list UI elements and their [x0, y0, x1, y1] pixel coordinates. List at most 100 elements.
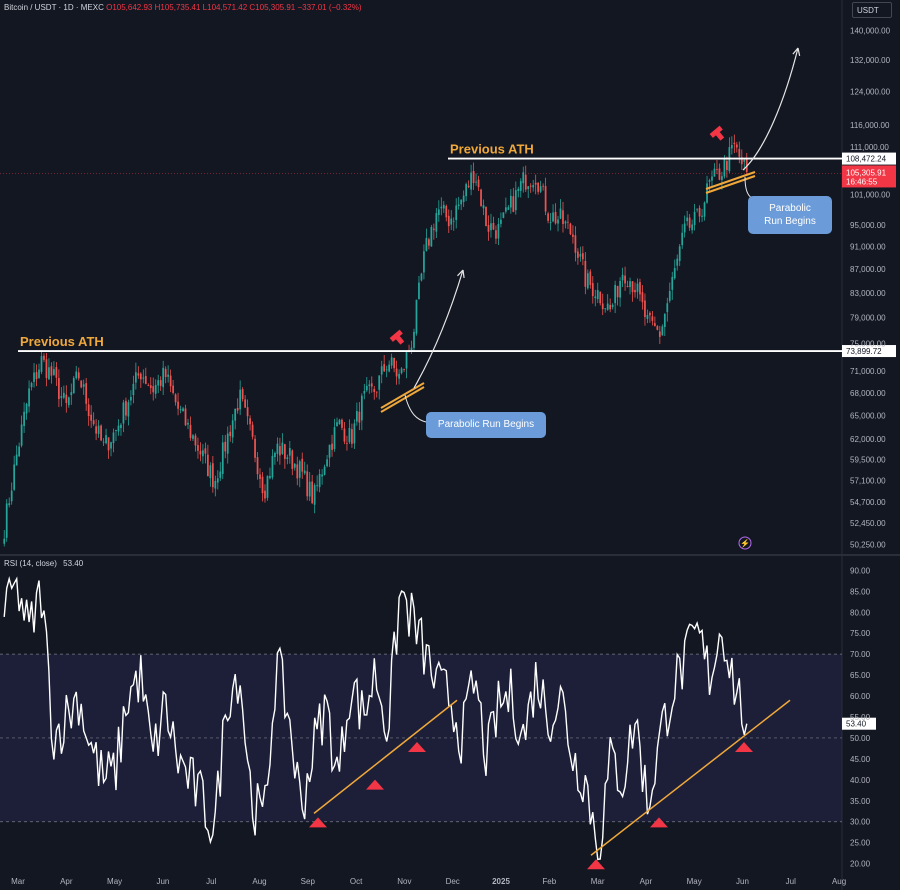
- candle-body: [102, 441, 105, 443]
- candle-body: [480, 189, 482, 206]
- candle-body: [167, 374, 170, 377]
- candle-body: [269, 476, 271, 479]
- time-tick-label: Aug: [252, 877, 266, 886]
- candle-body: [485, 206, 487, 226]
- candle-body: [142, 377, 145, 379]
- candle-body: [251, 424, 254, 437]
- ath-level-label: Previous ATH: [20, 334, 104, 349]
- candle-body: [477, 179, 480, 188]
- candle-body: [370, 383, 373, 387]
- candle-body: [661, 326, 664, 336]
- ohlc-high: H105,735.41: [154, 3, 201, 12]
- candle-body: [62, 392, 65, 398]
- candle-body: [291, 450, 294, 469]
- candle-body: [733, 142, 736, 145]
- candle-body: [164, 368, 167, 378]
- candle-body: [718, 168, 721, 180]
- time-tick-label: Dec: [446, 877, 460, 886]
- candle-body: [609, 304, 612, 310]
- candle-body: [390, 357, 393, 366]
- time-tick-label: Mar: [11, 877, 25, 886]
- candle-body: [512, 196, 515, 212]
- candle-body: [326, 459, 328, 467]
- candle-body: [740, 157, 743, 165]
- ath-price-tag-text: 73,899.72: [846, 347, 882, 356]
- callout-text: Parabolic: [769, 203, 811, 214]
- price-tick-label: 79,000.00: [850, 314, 886, 323]
- candle-body: [296, 464, 299, 479]
- candle-body: [437, 209, 440, 215]
- last-price-tag: [842, 165, 896, 188]
- candle-body: [581, 253, 584, 260]
- candle-body: [115, 429, 117, 431]
- candle-body: [452, 220, 455, 222]
- candle-body: [120, 424, 122, 429]
- candle-body: [360, 395, 363, 421]
- candle-body: [30, 383, 33, 388]
- candle-body: [730, 145, 733, 149]
- candle-body: [654, 323, 656, 326]
- price-tick-label: 75,000.00: [850, 340, 886, 349]
- candle-body: [55, 367, 58, 378]
- rsi-support-marker: [408, 741, 426, 752]
- candle-body: [708, 180, 711, 182]
- candle-body: [388, 364, 391, 372]
- candle-body: [246, 407, 249, 417]
- candle-body: [383, 364, 386, 372]
- candle-body: [514, 190, 517, 211]
- rsi-label: RSI (14, close): [4, 559, 57, 568]
- candle-body: [231, 420, 234, 438]
- time-tick-label: Feb: [542, 877, 556, 886]
- candle-body: [331, 443, 333, 450]
- candle-body: [524, 174, 527, 190]
- candle-body: [455, 205, 458, 221]
- candle-body: [95, 426, 97, 434]
- candle-body: [311, 481, 314, 504]
- candle-body: [567, 221, 569, 223]
- time-tick-label: Jul: [206, 877, 216, 886]
- candle-body: [244, 399, 246, 408]
- candle-body: [177, 401, 179, 409]
- rsi-tick-label: 40.00: [850, 776, 871, 785]
- candle-body: [606, 303, 609, 310]
- price-tick-label: 71,000.00: [850, 367, 886, 376]
- candle-body: [348, 428, 351, 443]
- price-tick-label: 68,000.00: [850, 389, 886, 398]
- candle-body: [43, 355, 45, 360]
- candle-body: [634, 290, 636, 293]
- time-tick-label: Jun: [736, 877, 749, 886]
- candle-body: [450, 218, 453, 225]
- candle-body: [522, 172, 525, 184]
- support-wedge-line: [380, 382, 425, 409]
- hammer-marker-head: [389, 329, 403, 342]
- rsi-tick-label: 85.00: [850, 587, 871, 596]
- candle-body: [259, 474, 261, 479]
- candle-body: [676, 258, 679, 266]
- candle-body: [92, 420, 95, 425]
- rsi-header: RSI (14, close) 53.40: [4, 559, 83, 568]
- candle-body: [197, 445, 199, 451]
- candle-body: [696, 209, 698, 211]
- price-tick-label: 140,000.00: [850, 27, 891, 36]
- currency-button[interactable]: USDT: [852, 2, 892, 18]
- candle-body: [639, 282, 641, 295]
- price-tick-label: 57,100.00: [850, 476, 886, 485]
- candle-body: [495, 230, 497, 239]
- candle-body: [539, 186, 542, 192]
- rsi-tick-label: 70.00: [850, 650, 871, 659]
- candle-body: [60, 396, 63, 398]
- ath-level-label: Previous ATH: [450, 142, 534, 157]
- candle-body: [445, 206, 448, 218]
- candle-body: [346, 442, 348, 444]
- ohlc-change: −337.01 (−0.32%): [297, 3, 362, 12]
- candle-body: [318, 473, 321, 488]
- support-wedge-line: [380, 386, 425, 413]
- candle-body: [214, 480, 217, 489]
- candle-body: [100, 425, 102, 441]
- candle-body: [425, 237, 428, 251]
- candle-body: [90, 414, 93, 421]
- candle-body: [229, 431, 232, 437]
- candle-body: [713, 168, 716, 177]
- candle-body: [462, 195, 465, 203]
